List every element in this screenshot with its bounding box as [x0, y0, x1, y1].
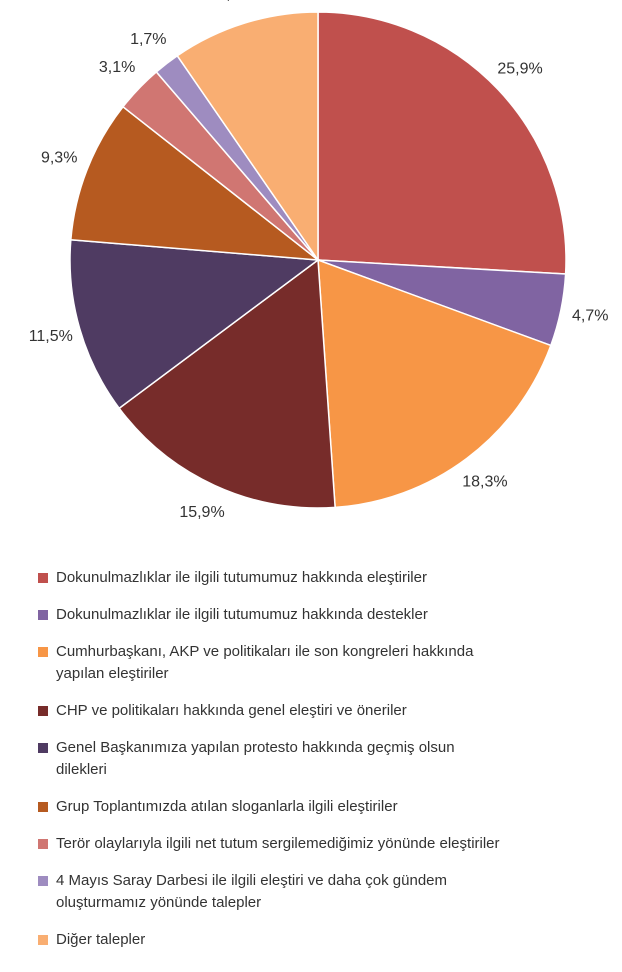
legend-item: Terör olaylarıyla ilgili net tutum sergi…: [38, 833, 508, 855]
legend-item: Diğer talepler: [38, 929, 508, 951]
legend: Dokunulmazlıklar ile ilgili tutumumuz ha…: [38, 567, 508, 966]
legend-swatch: [38, 802, 48, 812]
legend-item: Dokunulmazlıklar ile ilgili tutumumuz ha…: [38, 604, 508, 626]
slice: [70, 105, 321, 261]
legend-swatch: [38, 935, 48, 945]
legend-swatch: [38, 839, 48, 849]
data-label: 9,3%: [41, 150, 77, 167]
data-label: 9,6%: [217, 0, 253, 3]
legend-item: 4 Mayıs Saray Darbesi ile ilgili eleştir…: [38, 870, 508, 914]
legend-label: Terör olaylarıyla ilgili net tutum sergi…: [56, 835, 500, 852]
legend-item: Genel Başkanımıza yapılan protesto hakkı…: [38, 737, 508, 781]
legend-label: Cumhurbaşkanı, AKP ve politikaları ile s…: [56, 643, 474, 682]
legend-label: Genel Başkanımıza yapılan protesto hakkı…: [56, 739, 455, 778]
slice: [317, 258, 552, 509]
data-label: 11,5%: [29, 328, 73, 345]
legend-item: CHP ve politikaları hakkında genel eleşt…: [38, 700, 508, 722]
legend-label: 4 Mayıs Saray Darbesi ile ilgili eleştir…: [56, 872, 448, 911]
legend-item: Grup Toplantımızda atılan sloganlarla il…: [38, 796, 508, 818]
slice: [176, 11, 319, 263]
legend-swatch: [38, 610, 48, 620]
legend-label: Grup Toplantımızda atılan sloganlarla il…: [56, 798, 398, 815]
data-label: 1,7%: [130, 31, 166, 48]
data-label: 3,1%: [99, 59, 135, 76]
slice: [69, 238, 321, 410]
legend-item: Cumhurbaşkanı, AKP ve politikaları ile s…: [38, 641, 508, 685]
chart: 25,9% 4,7% 18,3% 15,9% 11,5% 9,3% 3,1% 1,7% 9,6%: [29, 0, 609, 521]
legend-swatch: [38, 876, 48, 886]
slice: [317, 11, 567, 275]
legend-item: Dokunulmazlıklar ile ilgili tutumumuz ha…: [38, 567, 508, 589]
data-label: 25,9%: [497, 60, 542, 77]
legend-swatch: [38, 647, 48, 657]
legend-label: Diğer talepler: [56, 931, 146, 948]
legend-swatch: [38, 743, 48, 753]
legend-label: Dokunulmazlıklar ile ilgili tutumumuz ha…: [56, 569, 427, 586]
legend-label: Dokunulmazlıklar ile ilgili tutumumuz ha…: [56, 606, 428, 623]
legend-swatch: [38, 573, 48, 583]
data-label: 18,3%: [462, 474, 507, 491]
slice: [118, 258, 336, 509]
legend-swatch: [38, 706, 48, 716]
data-label: 15,9%: [179, 504, 224, 521]
legend-label: CHP ve politikaları hakkında genel eleşt…: [56, 702, 407, 719]
data-label: 4,7%: [572, 308, 608, 325]
